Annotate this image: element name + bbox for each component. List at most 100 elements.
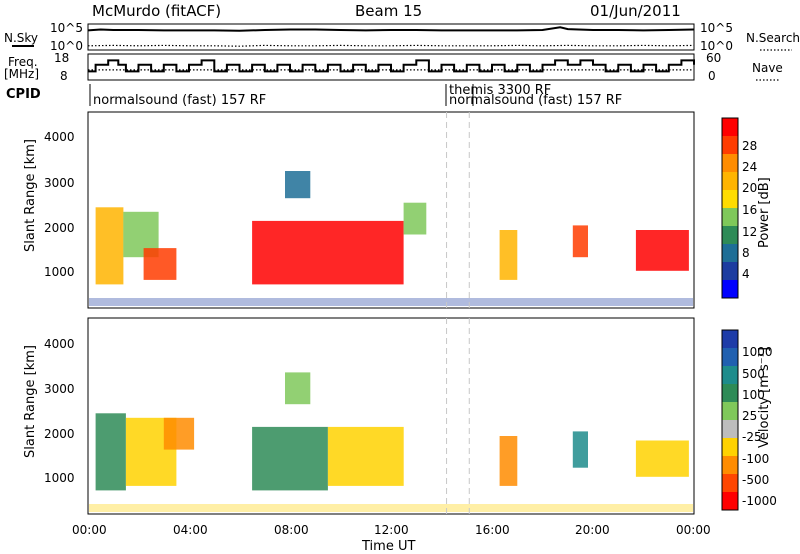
beam-title: Beam 15 <box>355 2 422 20</box>
power-colorbar-swatch-3 <box>722 172 738 191</box>
power-colorbar-swatch-4 <box>722 190 738 209</box>
xtick-1200: 12:00 <box>374 523 409 537</box>
velocity-regions-region-3 <box>252 426 328 491</box>
power-ylabel: Slant Range [km] <box>23 139 38 252</box>
velocity-ytick-4000: 4000 <box>44 337 75 351</box>
power-panel-frame <box>87 111 695 309</box>
power-cb-tick-20: 20 <box>742 181 757 195</box>
velocity-regions-region-4 <box>327 426 404 486</box>
date-title: 01/Jun/2011 <box>590 2 681 20</box>
velocity-colorbar-swatch-8 <box>722 474 738 493</box>
status-left-tick-bottom: 10^0 <box>50 39 83 53</box>
power-colorbar-swatch-5 <box>722 208 738 227</box>
velocity-colorbar-swatch-6 <box>722 438 738 457</box>
power-colorbar-swatch-0 <box>722 118 738 137</box>
freq-right-tick-top: 60 <box>706 51 721 65</box>
power-cb-tick-12: 12 <box>742 225 757 239</box>
velocity-cb-tick-100: 100 <box>742 388 765 402</box>
freq-label-line2: [MHz] <box>4 67 39 81</box>
velocity-colorbar-swatch-0 <box>722 330 738 349</box>
power-colorbar-swatch-9 <box>722 280 738 299</box>
power-data-regions <box>89 112 693 308</box>
velocity-ytick-1000: 1000 <box>44 471 75 485</box>
velocity-cb-tick-neg1000: -1000 <box>742 494 777 508</box>
power-regions-region-6 <box>499 230 518 280</box>
velocity-regions-region-5 <box>285 372 311 405</box>
xtick-2400: 00:00 <box>676 523 711 537</box>
status-right-tick-top: 10^5 <box>700 21 733 35</box>
freq-panel-frame <box>87 53 695 81</box>
velocity-regions-region-8 <box>635 440 689 477</box>
power-ytick-2000: 2000 <box>44 221 75 235</box>
freq-right-tick-bottom: 0 <box>708 69 716 83</box>
power-ytick-3000: 3000 <box>44 176 75 190</box>
power-colorbar-label: Power [dB] <box>757 177 772 248</box>
power-colorbar-swatch-6 <box>722 226 738 245</box>
freq-label-line1: Freq. <box>8 55 38 69</box>
velocity-regions-region-6 <box>499 436 518 486</box>
power-regions-region-3 <box>252 220 404 285</box>
xtick-2000: 20:00 <box>575 523 610 537</box>
velocity-colorbar <box>721 329 739 511</box>
velocity-ylabel: Slant Range [km] <box>23 345 38 458</box>
velocity-colorbar-swatch-4 <box>722 402 738 421</box>
power-colorbar-swatch-7 <box>722 244 738 263</box>
power-regions-region-2 <box>143 248 177 280</box>
station-title: McMurdo (fitACF) <box>92 2 221 20</box>
velocity-panel-frame <box>87 317 695 515</box>
power-regions-region-5 <box>403 202 427 235</box>
velocity-colorbar-frame <box>721 329 739 511</box>
status-right-tick-bottom: 10^0 <box>700 39 733 53</box>
power-colorbar-swatch-2 <box>722 154 738 173</box>
power-regions-region-7 <box>572 225 588 258</box>
velocity-ytick-3000: 3000 <box>44 382 75 396</box>
velocity-cb-tick-500: 500 <box>742 367 765 381</box>
velocity-regions-ground-scatter <box>89 504 693 512</box>
velocity-regions-region-2 <box>163 417 195 450</box>
power-cb-tick-16: 16 <box>742 203 757 217</box>
velocity-colorbar-label: Velocity [m s⁻¹] <box>757 347 772 448</box>
freq-left-tick-top: 18 <box>54 51 69 65</box>
nsearch-label: N.Search <box>746 31 800 45</box>
power-colorbar-swatch-1 <box>722 136 738 155</box>
xtick-0800: 08:00 <box>274 523 309 537</box>
nsky-series-line <box>87 26 695 32</box>
power-regions-region-4 <box>285 171 311 199</box>
power-cb-tick-8: 8 <box>742 246 750 260</box>
velocity-ytick-2000: 2000 <box>44 427 75 441</box>
power-colorbar-swatch-8 <box>722 262 738 281</box>
cpid-segment-0: normalsound (fast) 157 RF <box>93 93 266 108</box>
velocity-colorbar-swatch-3 <box>722 384 738 403</box>
status-panel-frame <box>87 23 695 51</box>
velocity-cb-tick-neg500: -500 <box>742 473 769 487</box>
cpid-segment-1: themis 3300 RF <box>449 83 551 98</box>
xtick-0000: 00:00 <box>72 523 107 537</box>
velocity-regions-region-7 <box>572 431 588 468</box>
velocity-cb-tick-neg25: -25 <box>742 430 762 444</box>
power-ytick-1000: 1000 <box>44 265 75 279</box>
velocity-cb-tick-1000: 1000 <box>742 345 773 359</box>
velocity-colorbar-swatch-2 <box>722 366 738 385</box>
power-colorbar <box>721 117 739 299</box>
velocity-colorbar-swatch-9 <box>722 492 738 511</box>
power-regions-region-0 <box>95 207 124 285</box>
xtick-0400: 04:00 <box>173 523 208 537</box>
velocity-data-regions <box>89 318 693 514</box>
status-left-tick-top: 10^5 <box>50 21 83 35</box>
velocity-regions-region-0 <box>95 413 126 491</box>
velocity-colorbar-swatch-5 <box>722 420 738 439</box>
cpid-segment-2: normalsound (fast) 157 RF <box>449 93 622 108</box>
power-cb-tick-4: 4 <box>742 267 750 281</box>
power-regions-ground-scatter <box>89 298 693 306</box>
nsearch-series-line <box>87 44 695 47</box>
velocity-cb-tick-neg100: -100 <box>742 452 769 466</box>
power-regions-region-8 <box>635 230 689 271</box>
xtick-1600: 16:00 <box>475 523 510 537</box>
nsky-label: N.Sky <box>4 31 38 45</box>
velocity-cb-tick-25: 25 <box>742 409 757 423</box>
power-colorbar-frame <box>721 117 739 299</box>
cpid-label: CPID <box>6 87 41 102</box>
xaxis-label: Time UT <box>361 539 415 554</box>
power-cb-tick-24: 24 <box>742 160 757 174</box>
